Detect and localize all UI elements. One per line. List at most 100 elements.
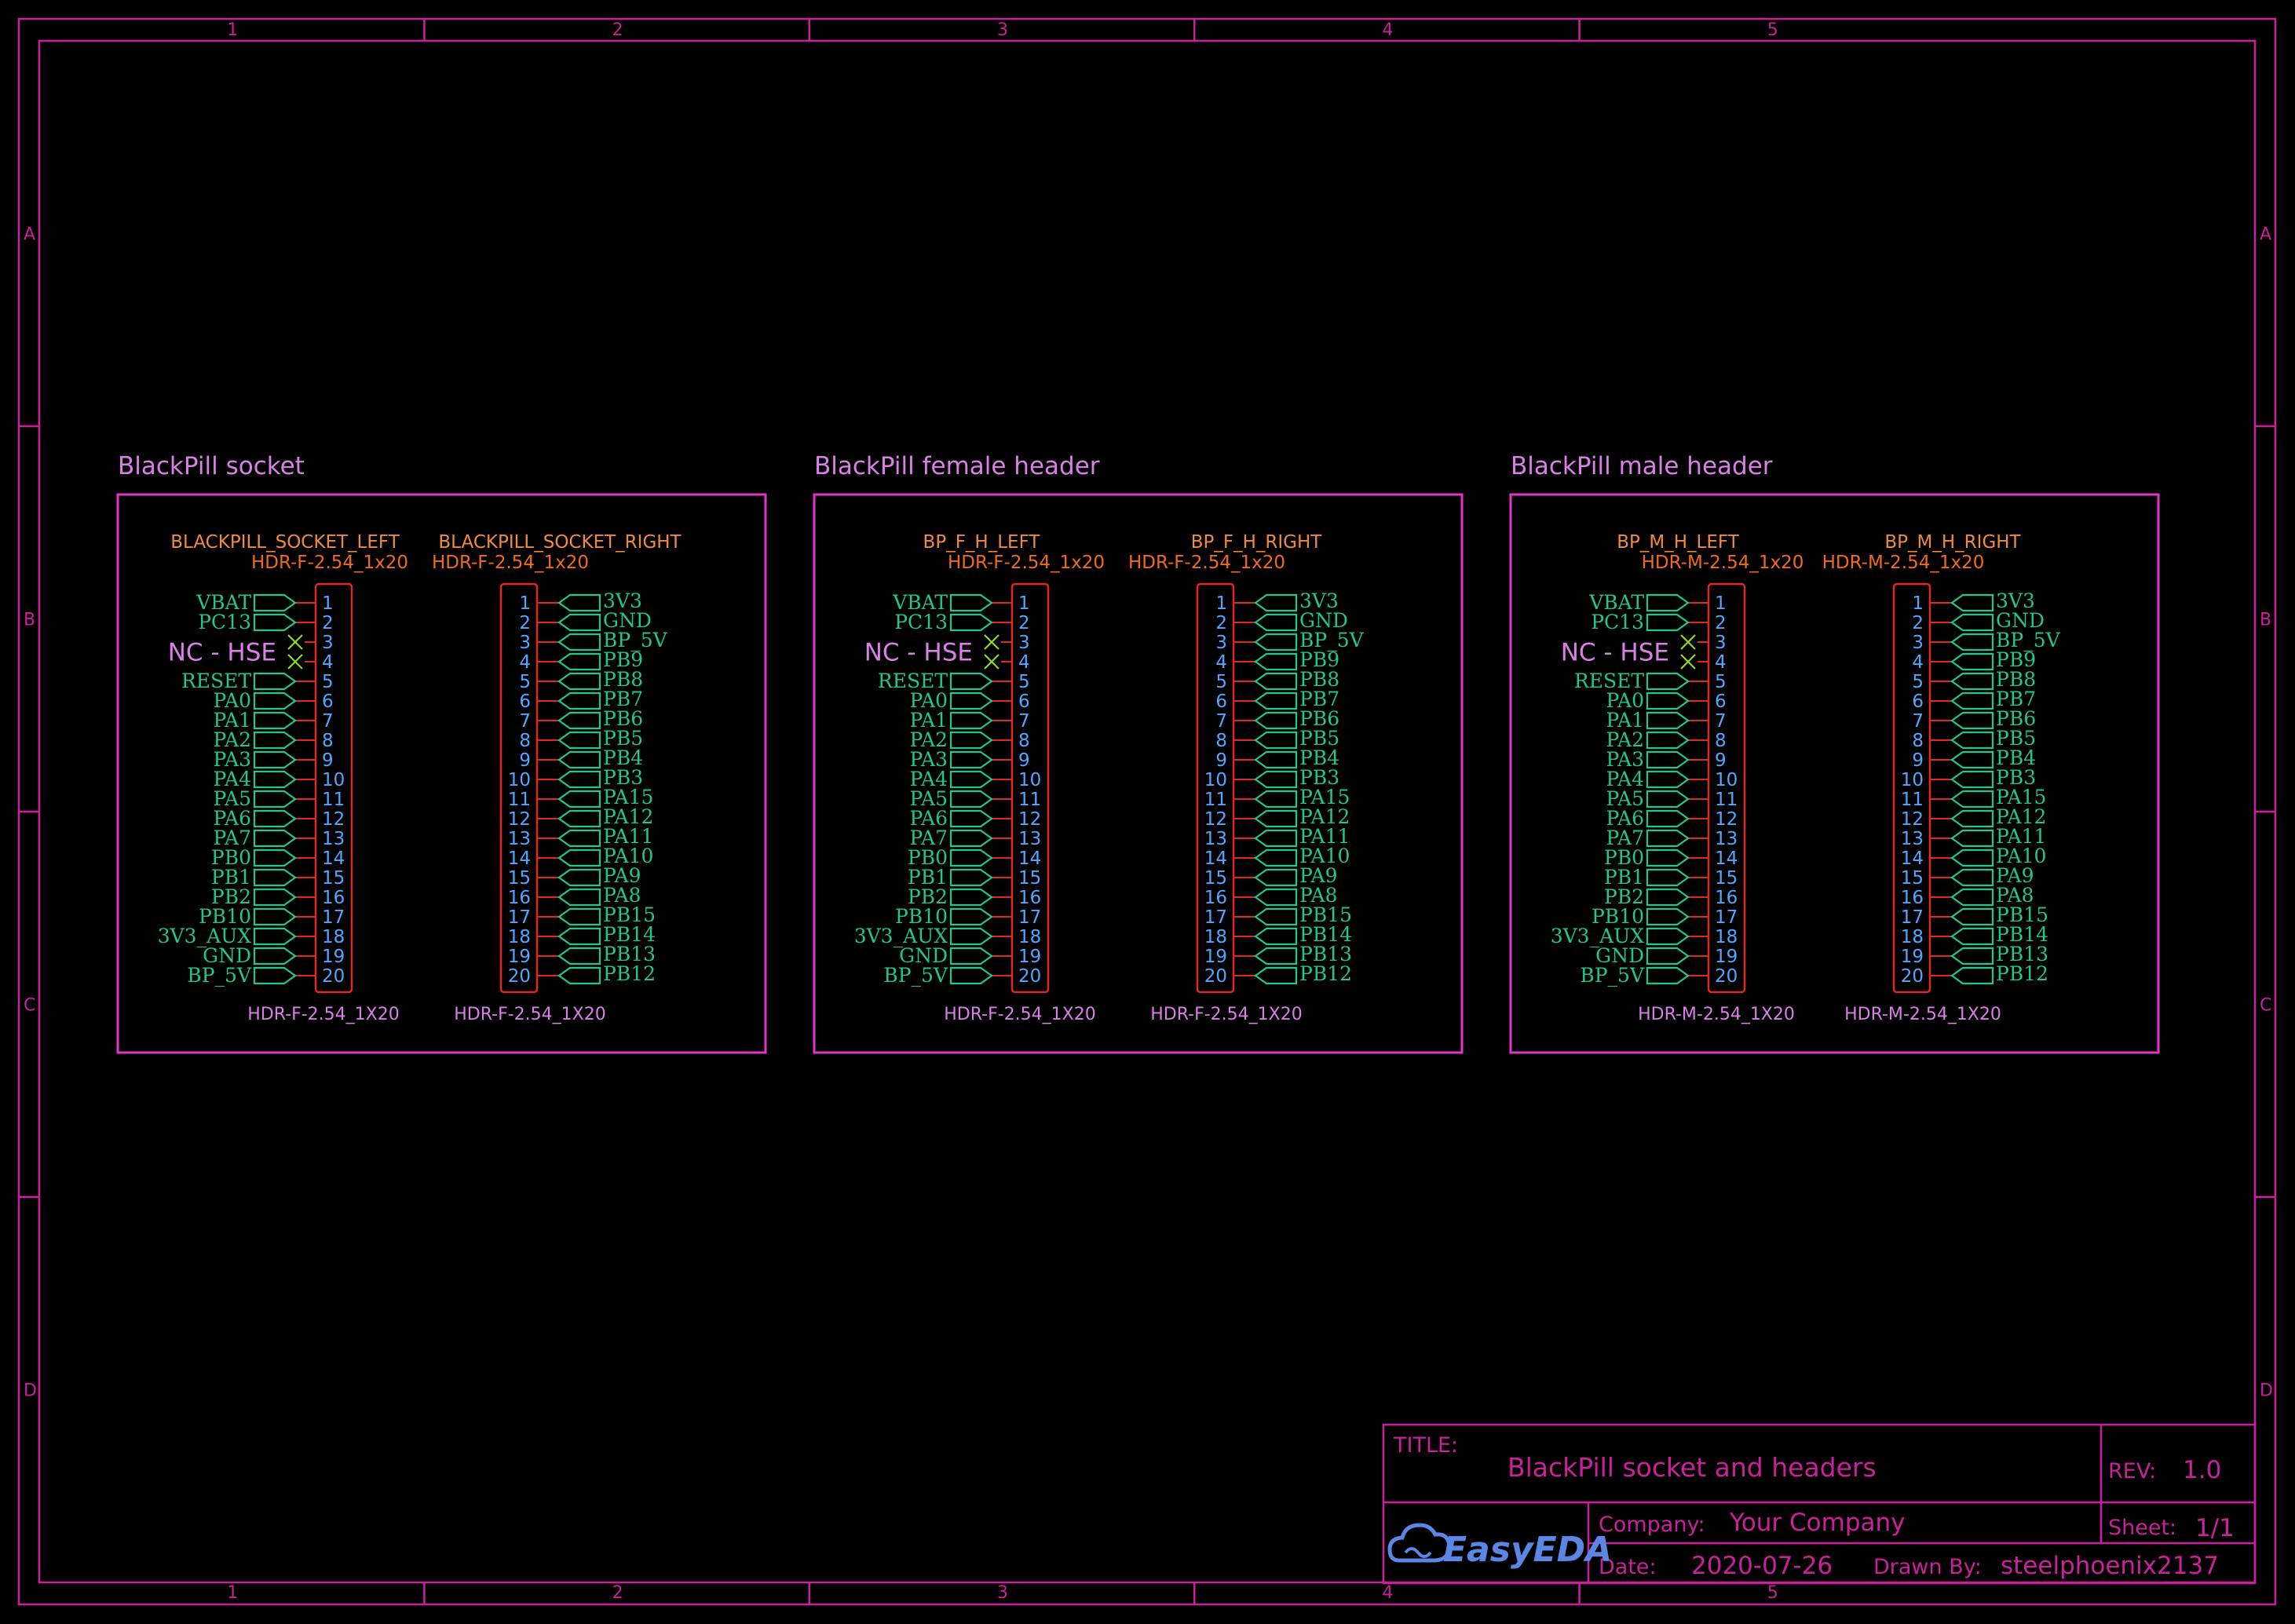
net-flag bbox=[1950, 613, 1994, 632]
net-label: PA7 bbox=[1606, 827, 1645, 849]
net-flag bbox=[253, 888, 297, 907]
zone-row-label: C bbox=[24, 996, 35, 1016]
net-flag bbox=[949, 966, 993, 985]
net-flag bbox=[1646, 809, 1690, 828]
pin-number: 18 bbox=[322, 927, 345, 947]
net-label: PB1 bbox=[1604, 866, 1644, 889]
net-label: PA2 bbox=[1606, 728, 1645, 751]
header-group: BlackPill socketBLACKPILL_SOCKET_LEFTHDR… bbox=[116, 452, 767, 1054]
net-label: PB7 bbox=[603, 688, 643, 710]
net-label: PA3 bbox=[910, 748, 948, 771]
zone-row-label: A bbox=[24, 225, 35, 245]
net-label: PB0 bbox=[1604, 846, 1644, 869]
net-flag bbox=[1254, 868, 1298, 887]
net-flag bbox=[949, 770, 993, 789]
net-label: PB13 bbox=[603, 943, 656, 965]
net-label: VBAT bbox=[196, 591, 251, 614]
net-label: PB4 bbox=[1996, 746, 2036, 769]
net-flag bbox=[557, 927, 601, 946]
part-package: HDR-F-2.54_1x20 bbox=[432, 553, 589, 573]
pin-number: 17 bbox=[322, 907, 345, 928]
company-label: Company: bbox=[1599, 1513, 1705, 1537]
net-flag bbox=[1646, 947, 1690, 965]
net-label: PA2 bbox=[214, 728, 252, 751]
header-group: BlackPill male headerBP_M_H_LEFTHDR-M-2.… bbox=[1509, 452, 2160, 1054]
net-label: PA8 bbox=[603, 884, 641, 907]
net-label: PA7 bbox=[910, 827, 948, 849]
net-label: PA0 bbox=[214, 689, 252, 712]
company-value: Your Company bbox=[1729, 1509, 1906, 1537]
schematic-groups: BlackPill socketBLACKPILL_SOCKET_LEFTHDR… bbox=[116, 452, 2160, 1054]
pin-number: 15 bbox=[322, 868, 345, 889]
pin-number: 1 bbox=[1912, 593, 1924, 614]
net-flag bbox=[557, 868, 601, 887]
net-flag bbox=[1254, 829, 1298, 848]
pin-number: 9 bbox=[1912, 750, 1924, 771]
net-label: PA12 bbox=[1299, 805, 1350, 828]
pin-number: 3 bbox=[519, 633, 531, 653]
pin-number: 13 bbox=[1204, 829, 1227, 849]
group-title: BlackPill male header bbox=[1511, 452, 1773, 480]
net-flag bbox=[253, 790, 297, 808]
net-flag bbox=[1950, 750, 1994, 769]
pin-number: 18 bbox=[1715, 927, 1738, 947]
pin-number: 20 bbox=[1018, 966, 1041, 987]
easyeda-logo-text: EasyEDA bbox=[1443, 1530, 1612, 1570]
net-label: 3V3_AUX bbox=[1551, 925, 1644, 947]
nc-hse-label: NC - HSE bbox=[1561, 639, 1669, 667]
pin-number: 2 bbox=[322, 613, 334, 633]
net-flag bbox=[1646, 613, 1690, 632]
header-group: BlackPill female headerBP_F_H_LEFTHDR-F-… bbox=[813, 452, 1464, 1054]
net-flag bbox=[253, 947, 297, 965]
net-label: PA5 bbox=[910, 787, 948, 810]
pin-number: 15 bbox=[1715, 868, 1738, 889]
net-flag bbox=[1254, 750, 1298, 769]
part-name: BLACKPILL_SOCKET_RIGHT bbox=[438, 532, 682, 553]
part-body bbox=[1010, 582, 1050, 994]
pin-number: 11 bbox=[1901, 790, 1924, 810]
net-flag bbox=[557, 790, 601, 808]
pin-number: 3 bbox=[1715, 633, 1727, 653]
pin-number: 13 bbox=[1901, 829, 1924, 849]
net-flag bbox=[253, 848, 297, 867]
net-flag bbox=[1254, 613, 1298, 632]
pin-number: 14 bbox=[1901, 848, 1924, 869]
net-flag bbox=[253, 927, 297, 946]
net-label: PA1 bbox=[1606, 709, 1645, 732]
pin-number: 18 bbox=[1204, 927, 1227, 947]
zone-row-label: A bbox=[2260, 225, 2271, 245]
zone-column-label: 1 bbox=[227, 20, 238, 40]
pin-number: 16 bbox=[1204, 888, 1227, 908]
pin-number: 12 bbox=[1901, 809, 1924, 830]
net-flag bbox=[253, 966, 297, 985]
net-label: PA12 bbox=[1996, 805, 2046, 828]
net-label: BP_5V bbox=[187, 964, 252, 987]
net-label: PA15 bbox=[1996, 786, 2046, 808]
pin-number: 5 bbox=[519, 672, 531, 692]
pin-number: 6 bbox=[322, 692, 334, 712]
pin-number: 12 bbox=[1204, 809, 1227, 830]
part-footprint: HDR-F-2.54_1X20 bbox=[944, 1005, 1095, 1024]
net-flag bbox=[1950, 692, 1994, 710]
part-footprint: HDR-F-2.54_1X20 bbox=[247, 1005, 399, 1024]
pin-number: 4 bbox=[1912, 652, 1924, 673]
pin-number: 20 bbox=[1204, 966, 1227, 987]
pin-number: 17 bbox=[1204, 907, 1227, 928]
net-flag bbox=[1646, 868, 1690, 887]
net-flag bbox=[1254, 947, 1298, 965]
zone-column-label: 4 bbox=[1382, 20, 1393, 40]
pin-number: 3 bbox=[1912, 633, 1924, 653]
net-flag bbox=[557, 848, 601, 867]
pin-number: 19 bbox=[1715, 947, 1738, 967]
net-label: BP_5V bbox=[1580, 964, 1645, 987]
pin-number: 18 bbox=[1901, 927, 1924, 947]
net-flag bbox=[1950, 652, 1994, 671]
pin-number: 10 bbox=[508, 770, 531, 790]
net-flag bbox=[1646, 907, 1690, 926]
net-label: PA6 bbox=[910, 807, 948, 830]
net-label: 3V3_AUX bbox=[854, 925, 948, 947]
net-label: PB10 bbox=[1592, 905, 1644, 928]
net-flag bbox=[949, 947, 993, 965]
